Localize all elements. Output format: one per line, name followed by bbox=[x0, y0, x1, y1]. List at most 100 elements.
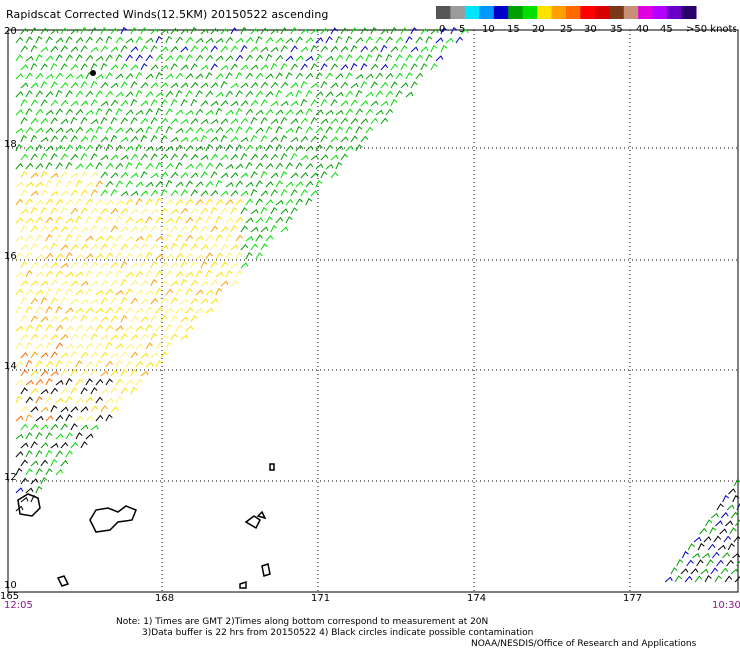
wind-barb bbox=[732, 494, 740, 503]
wind-barb bbox=[135, 89, 143, 98]
wind-barb bbox=[205, 215, 213, 224]
wind-barb bbox=[310, 44, 318, 53]
wind-barb bbox=[190, 136, 199, 143]
wind-barb bbox=[240, 172, 249, 179]
wind-barb bbox=[70, 28, 79, 35]
wind-barb bbox=[390, 63, 398, 71]
wind-barb bbox=[30, 134, 38, 143]
wind-barb bbox=[65, 450, 73, 458]
wind-barb bbox=[25, 251, 33, 260]
wind-barb bbox=[30, 351, 38, 359]
wind-barb bbox=[15, 109, 24, 116]
wind-barb bbox=[30, 369, 39, 377]
wind-barb bbox=[235, 126, 243, 134]
wind-barb bbox=[680, 568, 689, 575]
wind-barb bbox=[240, 262, 249, 269]
wind-barb bbox=[70, 82, 79, 89]
colorbar-label-5: 5 bbox=[459, 24, 465, 34]
wind-barb bbox=[110, 225, 118, 233]
wind-barb bbox=[25, 108, 33, 116]
wind-barb bbox=[210, 82, 219, 89]
wind-barb bbox=[15, 505, 24, 512]
wind-barb bbox=[145, 162, 154, 170]
wind-barb bbox=[295, 162, 303, 170]
wind-barb bbox=[55, 179, 63, 188]
wind-barb bbox=[55, 127, 64, 134]
wind-barb bbox=[185, 73, 194, 80]
wind-barb bbox=[330, 118, 339, 125]
wind-barb bbox=[65, 414, 73, 422]
wind-barb bbox=[80, 441, 88, 449]
wind-barb bbox=[210, 100, 219, 107]
wind-barb bbox=[320, 118, 329, 125]
wind-barb bbox=[245, 90, 254, 98]
wind-barb bbox=[20, 208, 29, 215]
wind-barb bbox=[195, 289, 204, 296]
wind-barb bbox=[260, 99, 268, 107]
wind-barb bbox=[270, 118, 279, 125]
wind-barb bbox=[240, 64, 249, 71]
wind-barb bbox=[130, 334, 139, 341]
wind-barb bbox=[110, 297, 118, 305]
wind-barb bbox=[85, 235, 94, 242]
wind-barb bbox=[105, 288, 114, 296]
wind-barb bbox=[310, 172, 319, 179]
wind-barb bbox=[380, 44, 388, 53]
wind-barb bbox=[160, 315, 168, 323]
wind-barb bbox=[335, 161, 343, 170]
wind-barb bbox=[115, 54, 123, 62]
wind-barb bbox=[255, 234, 263, 242]
wind-barb bbox=[235, 234, 243, 242]
wind-barb bbox=[90, 316, 99, 323]
wind-barb bbox=[45, 396, 53, 404]
wind-barb bbox=[65, 217, 74, 224]
wind-barb bbox=[460, 28, 469, 35]
wind-barb bbox=[180, 207, 189, 215]
note-line-3: NOAA/NESDIS/Office of Research and Appli… bbox=[471, 639, 697, 649]
island-outline-3 bbox=[244, 515, 261, 530]
wind-barb bbox=[80, 100, 89, 107]
wind-barb bbox=[130, 244, 139, 251]
wind-barb bbox=[130, 153, 139, 161]
wind-barb bbox=[85, 162, 94, 170]
wind-barb bbox=[30, 406, 39, 413]
wind-barb bbox=[240, 207, 248, 215]
wind-barb bbox=[125, 198, 134, 206]
wind-barb bbox=[410, 81, 418, 89]
wind-barb bbox=[210, 261, 218, 269]
wind-barb bbox=[145, 306, 153, 314]
colorbar-swatch bbox=[594, 6, 610, 19]
wind-barb bbox=[290, 82, 299, 89]
wind-barb bbox=[145, 181, 154, 188]
wind-barb bbox=[260, 170, 268, 179]
wind-barb bbox=[250, 171, 258, 179]
wind-barb bbox=[390, 27, 398, 35]
wind-barb bbox=[20, 369, 28, 377]
wind-barb bbox=[40, 136, 49, 143]
wind-barb bbox=[215, 91, 224, 98]
wind-barb bbox=[45, 198, 54, 206]
wind-barb bbox=[80, 406, 89, 413]
wind-barb bbox=[40, 46, 49, 53]
wind-barb bbox=[120, 297, 128, 305]
wind-barb bbox=[210, 279, 219, 287]
wind-barb bbox=[40, 99, 48, 107]
wind-barb bbox=[230, 190, 239, 197]
wind-barb bbox=[125, 325, 134, 332]
wind-barb bbox=[110, 334, 119, 341]
wind-barb bbox=[350, 62, 358, 71]
wind-barb bbox=[190, 225, 198, 233]
wind-barb bbox=[15, 73, 24, 80]
wind-barb bbox=[355, 108, 363, 116]
wind-barb bbox=[70, 225, 79, 233]
wind-barb bbox=[730, 511, 739, 519]
wind-barb bbox=[20, 82, 29, 89]
wind-barb bbox=[50, 117, 58, 125]
wind-barb bbox=[200, 280, 209, 287]
wind-barb bbox=[135, 325, 144, 332]
wind-barb bbox=[235, 180, 243, 188]
wind-barb bbox=[295, 72, 303, 80]
wind-barb bbox=[205, 127, 214, 134]
wind-barb bbox=[275, 72, 283, 80]
wind-barb bbox=[250, 64, 259, 71]
